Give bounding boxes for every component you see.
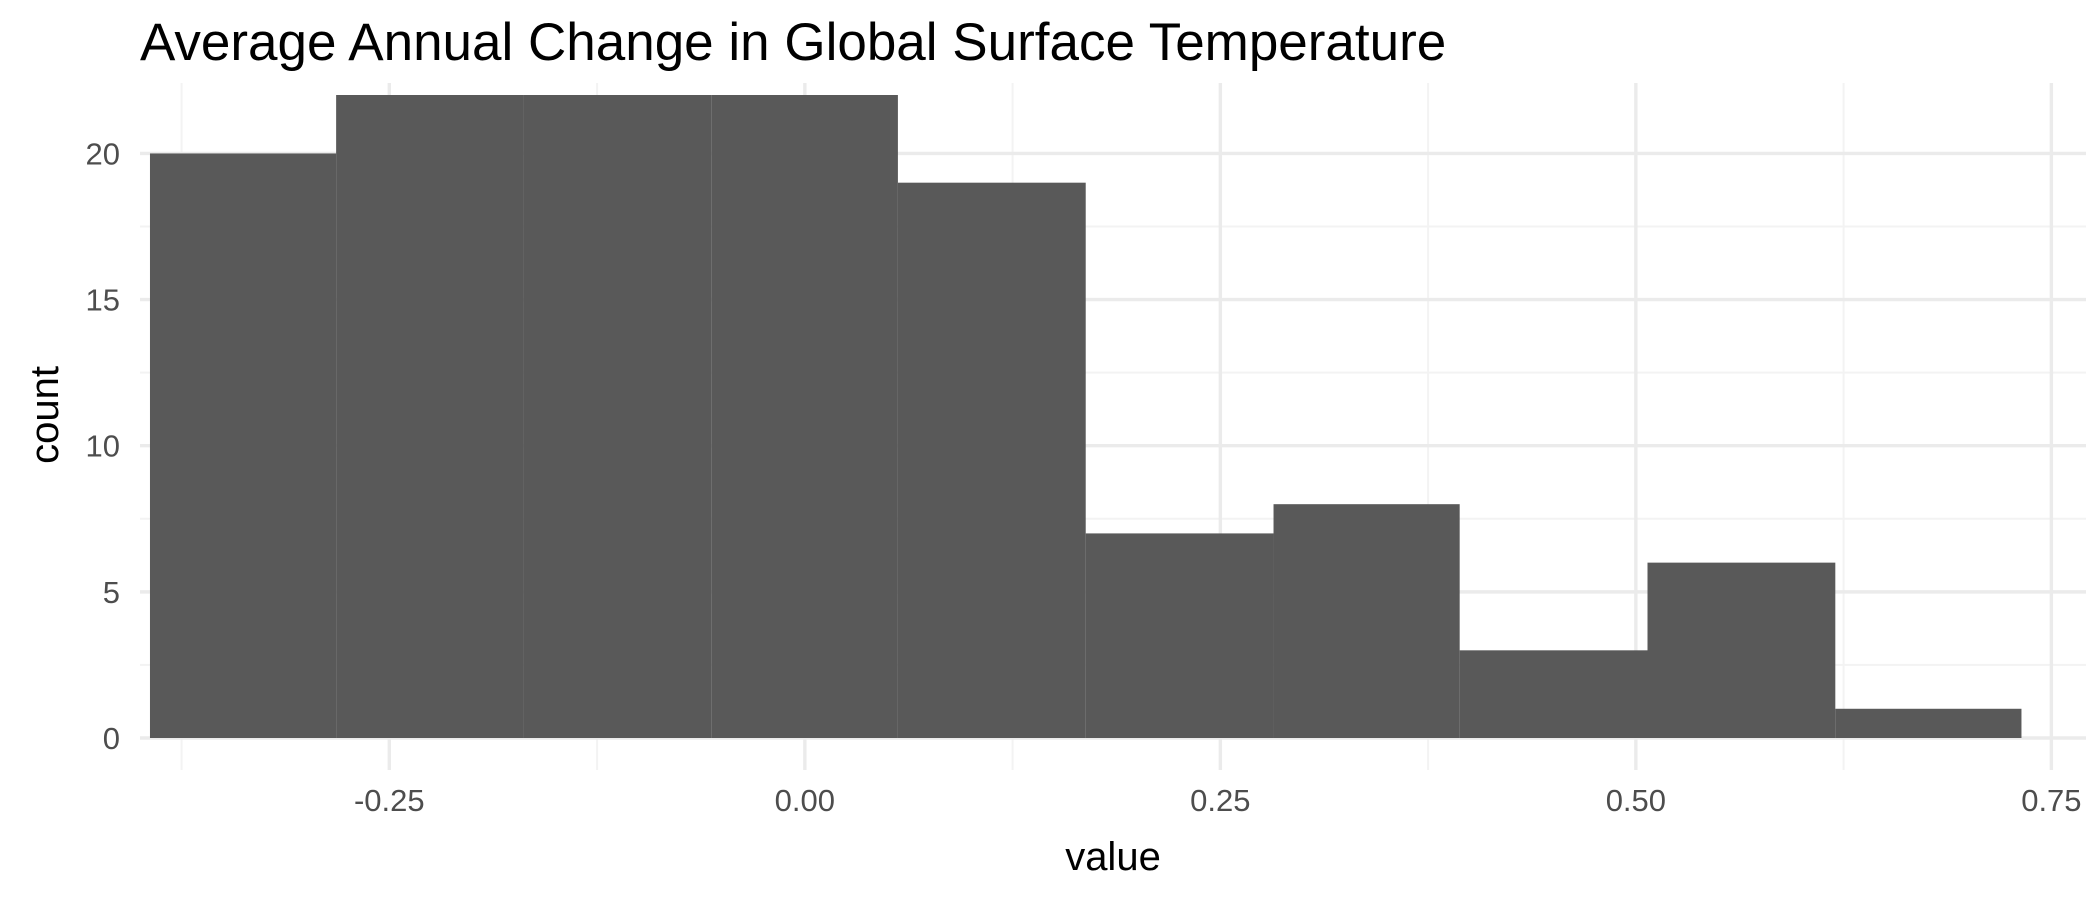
histogram-bar-7 bbox=[1273, 504, 1460, 738]
histogram-bar-5 bbox=[897, 182, 1086, 738]
x-tick-label: 0.75 bbox=[2021, 783, 2081, 818]
y-tick-label: 5 bbox=[103, 575, 120, 610]
x-tick-label: 0.50 bbox=[1606, 783, 1666, 818]
y-tick-label: 10 bbox=[86, 429, 120, 464]
x-axis-title: value bbox=[1065, 835, 1161, 879]
y-axis-ticks: 0 5 10 15 20 bbox=[86, 136, 120, 756]
histogram-bar-10 bbox=[1835, 708, 2022, 738]
histogram-bar-4 bbox=[711, 95, 898, 738]
histogram-bar-9 bbox=[1647, 562, 1836, 738]
x-axis-ticks: -0.25 0.00 0.25 0.50 0.75 bbox=[354, 783, 2082, 818]
y-tick-label: 15 bbox=[86, 283, 120, 318]
y-tick-label: 0 bbox=[103, 721, 120, 756]
x-tick-label: -0.25 bbox=[354, 783, 425, 818]
chart-title: Average Annual Change in Global Surface … bbox=[140, 13, 1446, 72]
y-axis-title: count bbox=[23, 366, 67, 464]
histogram-bar-6 bbox=[1085, 533, 1274, 738]
histogram-bar-3 bbox=[523, 95, 712, 738]
histogram-bars bbox=[149, 95, 2022, 739]
histogram-bar-2 bbox=[336, 95, 524, 738]
histogram-bar-1 bbox=[149, 153, 337, 739]
histogram-bar-8 bbox=[1459, 650, 1648, 738]
x-tick-label: 0.25 bbox=[1190, 783, 1250, 818]
x-tick-label: 0.00 bbox=[775, 783, 835, 818]
y-tick-label: 20 bbox=[86, 136, 120, 171]
